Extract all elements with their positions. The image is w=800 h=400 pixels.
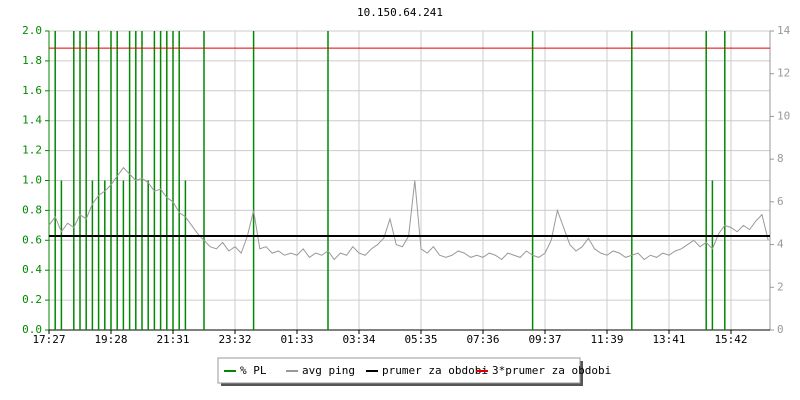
- x-tick-label: 11:39: [590, 333, 623, 346]
- y-tick-label: 1.4: [22, 114, 42, 127]
- x-tick-label: 17:27: [32, 333, 65, 346]
- x-tick-label: 03:34: [342, 333, 375, 346]
- legend-label: % PL: [240, 364, 267, 377]
- y-tick-label: 1.0: [22, 174, 42, 187]
- x-tick-label: 05:35: [404, 333, 437, 346]
- y-tick-label: 0.4: [22, 263, 42, 276]
- y-tick-label: 1.8: [22, 54, 42, 67]
- y-tick-label: 0.8: [22, 203, 42, 216]
- x-tick-label: 19:28: [94, 333, 127, 346]
- y-tick-label: 2.0: [22, 24, 42, 37]
- x-tick-label: 23:32: [218, 333, 251, 346]
- y-tick-label: 1.2: [22, 144, 42, 157]
- y-tick-label: 1.6: [22, 84, 42, 97]
- y-tick-label: 0.0: [22, 323, 42, 336]
- x-tick-label: 13:41: [652, 333, 685, 346]
- y2-tick-label: 12: [777, 67, 790, 80]
- x-tick-label: 15:42: [714, 333, 747, 346]
- y2-tick-label: 4: [777, 238, 784, 251]
- y-tick-label: 0.6: [22, 233, 42, 246]
- ping-line: [48, 166, 769, 261]
- y-tick-label: 0.2: [22, 293, 42, 306]
- y2-tick-label: 2: [777, 280, 784, 293]
- legend-label: prumer za obdobi: [382, 364, 488, 377]
- x-tick-label: 21:31: [156, 333, 189, 346]
- y2-tick-label: 10: [777, 109, 790, 122]
- legend-label: 3*prumer za obdobi: [492, 364, 611, 377]
- chart-title: 10.150.64.241: [357, 6, 443, 19]
- y2-tick-label: 14: [777, 24, 791, 37]
- y2-tick-label: 6: [777, 195, 784, 208]
- y2-tick-label: 0: [777, 323, 784, 336]
- legend-box: [217, 357, 581, 384]
- x-tick-label: 01:33: [280, 333, 313, 346]
- legend-label: avg ping: [302, 364, 355, 377]
- y2-tick-label: 8: [777, 152, 784, 165]
- x-tick-label: 07:36: [466, 333, 499, 346]
- x-tick-label: 09:37: [528, 333, 561, 346]
